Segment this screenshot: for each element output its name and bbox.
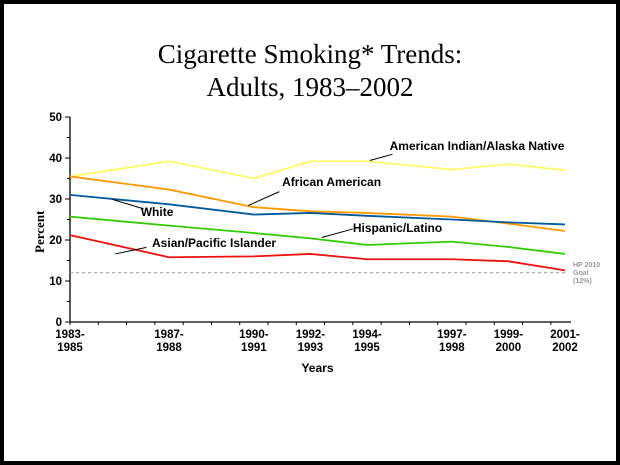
chart-title-line-2: Adults, 1983–2002	[206, 72, 414, 102]
x-tick-label: 1994-1995	[352, 329, 382, 354]
series-label-leader-2	[112, 198, 144, 210]
series-line-2	[69, 194, 566, 226]
chart-title-line-1: Cigarette Smoking* Trends:	[157, 39, 463, 69]
chart-title: Cigarette Smoking* Trends: Adults, 1983–…	[4, 38, 616, 104]
x-axis-title: Years	[301, 361, 333, 375]
slide-panel: Cigarette Smoking* Trends: Adults, 1983–…	[4, 4, 616, 461]
series-label-leader-4	[115, 246, 147, 255]
series-line-4	[69, 234, 566, 272]
y-tick-label: 10	[49, 276, 62, 288]
series-label-3: Hispanic/Latino	[353, 221, 442, 235]
series-line-3	[69, 215, 566, 255]
x-tick-label: 1997-1998	[437, 329, 467, 354]
series-label-0: American Indian/Alaska Native	[390, 139, 565, 153]
y-axis-title: Percent	[32, 210, 47, 253]
goal-label: HP 2010 Goal (12%)	[573, 262, 600, 285]
series-label-leader-0	[369, 153, 393, 161]
x-tick-label: 1992-1993	[296, 329, 326, 354]
y-tick-label: 50	[49, 112, 62, 124]
x-tick-label: 2001-2002	[550, 329, 580, 354]
y-tick-label: 30	[49, 194, 62, 206]
series-label-2: White	[141, 205, 174, 219]
series-line-0	[69, 160, 566, 180]
y-tick-label: 20	[49, 235, 62, 247]
series-label-leader-3	[321, 228, 353, 239]
x-tick-label: 1999-2000	[494, 329, 524, 354]
series-label-1: African American	[282, 175, 381, 189]
x-tick-label: 1990-1991	[239, 329, 269, 354]
series-label-leader-1	[247, 191, 280, 207]
line-chart: 0 10 20 30 40 50 1983-1985 1987-1988 1990-1991 19…	[32, 112, 600, 375]
x-tick-label: 1983-1985	[55, 329, 85, 354]
x-tick-label: 1987-1988	[154, 329, 184, 354]
y-tick-label: 0	[56, 317, 62, 329]
y-tick-label: 40	[49, 153, 62, 165]
series-label-4: Asian/Pacific Islander	[152, 236, 276, 250]
